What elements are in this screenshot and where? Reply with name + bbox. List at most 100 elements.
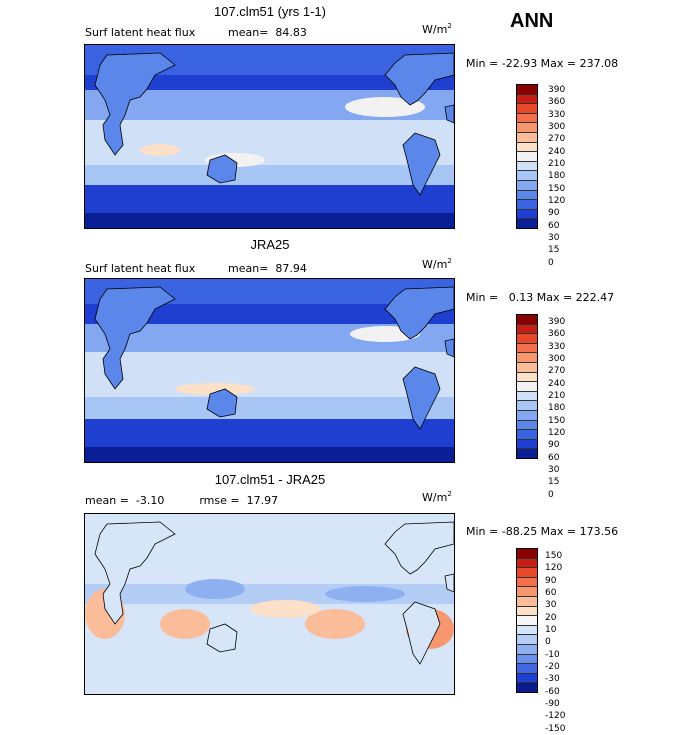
colorbar-tick-label: -150 [545, 723, 566, 734]
colorbar-swatch [517, 315, 537, 325]
colorbar-tick-label: 270 [548, 134, 566, 145]
colorbar-swatch [517, 382, 537, 392]
colorbar-swatch [517, 644, 537, 655]
colorbar-tick-label: 240 [548, 146, 566, 157]
colorbar-tick-label: 150 [548, 183, 566, 194]
colorbar-swatch [517, 362, 537, 373]
colorbar-tick-label: 120 [548, 428, 566, 439]
panel3-stats: mean = -3.10 rmse = 17.97 [85, 494, 279, 507]
colorbar-tick-label: 120 [545, 563, 563, 574]
colorbar-swatch [517, 635, 537, 645]
colorbar-swatch [517, 625, 537, 636]
colorbar-swatch [517, 372, 537, 383]
colorbar-swatch [517, 190, 537, 201]
colorbar-tick-label: 180 [548, 403, 566, 414]
panel3-colorbar [516, 548, 538, 693]
colorbar-tick-label: 330 [548, 341, 566, 352]
colorbar-tick-label: 120 [548, 196, 566, 207]
panel1-map [84, 44, 455, 229]
colorbar-tick-label: 270 [548, 366, 566, 377]
colorbar-tick-label: 390 [548, 85, 566, 95]
colorbar-tick-label: 90 [545, 575, 557, 586]
colorbar-tick-label: 15 [548, 245, 560, 256]
panel3-minmax: Min = -88.25 Max = 173.56 [466, 525, 619, 538]
colorbar-swatch [517, 123, 537, 133]
colorbar-tick-label: 30 [548, 465, 560, 476]
colorbar-tick-label: -30 [545, 674, 560, 685]
panel2-colorbar [516, 314, 538, 459]
colorbar-swatch [517, 558, 537, 569]
colorbar-swatch [517, 430, 537, 440]
colorbar-tick-label: 90 [548, 208, 560, 219]
colorbar-tick-label: 210 [548, 159, 566, 170]
colorbar-swatch [517, 343, 537, 354]
panel1-minmax: Min = -22.93 Max = 237.08 [466, 57, 619, 70]
colorbar-swatch [517, 85, 537, 95]
colorbar-tick-label: 150 [548, 415, 566, 426]
colorbar-tick-label: 360 [548, 329, 566, 340]
colorbar-tick-label: -60 [545, 686, 560, 697]
panel1-mean: mean= 84.83 [228, 26, 307, 39]
panel3-title: 107.clm51 - JRA25 [214, 472, 326, 487]
panel1-title: 107.clm51 (yrs 1-1) [214, 4, 326, 19]
panel1-units: W/m2 [422, 22, 452, 36]
colorbar-tick-label: 0 [548, 489, 554, 500]
panel2-mean: mean= 87.94 [228, 262, 307, 275]
colorbar-tick-label: 10 [545, 625, 557, 636]
colorbar-swatch [517, 324, 537, 335]
panel2-map [84, 278, 455, 463]
colorbar-swatch [517, 439, 537, 450]
panel2-title: JRA25 [250, 237, 290, 252]
colorbar-swatch [517, 606, 537, 617]
panel1-colorbar [516, 84, 538, 229]
colorbar-swatch [517, 654, 537, 665]
colorbar-tick-label: 240 [548, 378, 566, 389]
panel2-variable: Surf latent heat flux [85, 262, 196, 275]
colorbar-swatch [517, 401, 537, 411]
colorbar-tick-label: -120 [545, 711, 566, 722]
colorbar-swatch [517, 334, 537, 344]
panel1-variable: Surf latent heat flux [85, 26, 196, 39]
panel2-minmax: Min = 0.13 Max = 222.47 [466, 291, 615, 304]
colorbar-swatch [517, 94, 537, 105]
colorbar-swatch [517, 132, 537, 143]
colorbar-swatch [517, 577, 537, 588]
colorbar-swatch [517, 152, 537, 162]
colorbar-swatch [517, 549, 537, 559]
colorbar-tick-label: -20 [545, 662, 560, 673]
colorbar-swatch [517, 219, 537, 228]
colorbar-swatch [517, 568, 537, 578]
colorbar-tick-label: 180 [548, 171, 566, 182]
colorbar-tick-label: 330 [548, 109, 566, 120]
colorbar-swatch [517, 113, 537, 124]
colorbar-swatch [517, 180, 537, 191]
colorbar-swatch [517, 616, 537, 626]
colorbar-swatch [517, 587, 537, 597]
colorbar-tick-label: 0 [545, 637, 551, 648]
colorbar-tick-label: 15 [548, 477, 560, 488]
colorbar-tick-label: 90 [548, 440, 560, 451]
colorbar-tick-label: 30 [548, 233, 560, 244]
colorbar-swatch [517, 596, 537, 607]
colorbar-swatch [517, 142, 537, 153]
season-label: ANN [510, 10, 554, 32]
colorbar-tick-label: 390 [548, 317, 566, 327]
colorbar-tick-label: 60 [548, 452, 560, 463]
colorbar-tick-label: 60 [548, 220, 560, 231]
colorbar-swatch [517, 664, 537, 674]
colorbar-swatch [517, 673, 537, 684]
panel2-units: W/m2 [422, 257, 452, 271]
colorbar-swatch [517, 171, 537, 181]
colorbar-swatch [517, 209, 537, 220]
colorbar-swatch [517, 683, 537, 692]
colorbar-tick-label: 150 [545, 551, 563, 561]
colorbar-swatch [517, 353, 537, 363]
colorbar-tick-label: 360 [548, 97, 566, 108]
colorbar-tick-label: 0 [548, 257, 554, 268]
panel3-units: W/m2 [422, 490, 452, 504]
colorbar-swatch [517, 200, 537, 210]
colorbar-swatch [517, 161, 537, 172]
panel3-map [84, 513, 455, 695]
colorbar-swatch [517, 410, 537, 421]
colorbar-swatch [517, 449, 537, 458]
